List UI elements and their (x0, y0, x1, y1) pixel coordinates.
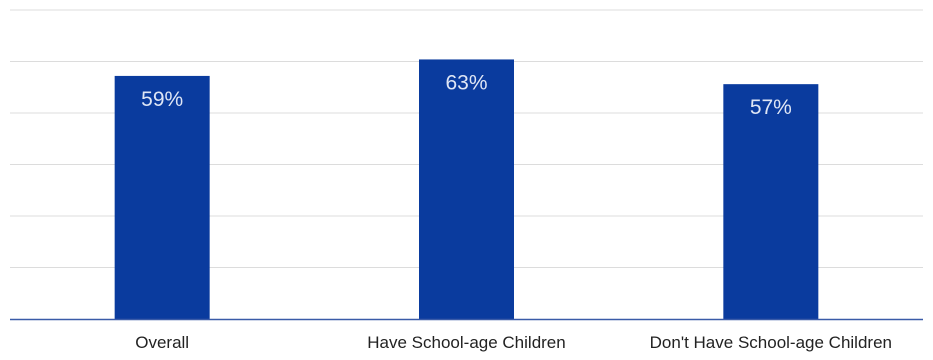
bars (114, 59, 819, 319)
labels: 59% Overall 63% Have School-age Children 57%… (135, 71, 892, 352)
category-tick-label: Have School-age Children (367, 333, 565, 352)
category-tick-label: Don't Have School-age Children (650, 333, 892, 352)
bar (114, 75, 210, 319)
bar-value-label: 57% (750, 96, 792, 119)
category-tick-label: Overall (135, 333, 189, 352)
bar-value-label: 59% (141, 88, 183, 111)
bar (419, 59, 514, 319)
bar-value-label: 63% (445, 71, 487, 94)
bar (723, 84, 819, 319)
